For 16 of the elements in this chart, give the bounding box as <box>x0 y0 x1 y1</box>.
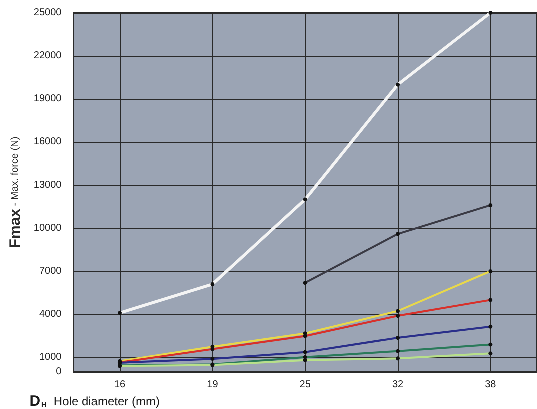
y-tick-label: 7000 <box>39 266 62 277</box>
y-axis-title: Fmax - Max. force (N) <box>7 136 24 248</box>
x-tick-label: 25 <box>300 380 312 390</box>
y-tick-label: 1000 <box>39 352 62 364</box>
x-tick-label: 16 <box>114 380 126 390</box>
y-tick-label: 0 <box>56 366 62 378</box>
x-tick-label: 38 <box>485 380 497 390</box>
y-tick-label: 25000 <box>34 8 62 18</box>
y-tick-label: 16000 <box>34 136 62 148</box>
y-tick-label: 10000 <box>34 222 62 234</box>
y-tick-label: 13000 <box>34 180 62 191</box>
y-tick-label: 4000 <box>39 309 62 320</box>
y-tick-label: 22000 <box>34 50 62 62</box>
x-tick-label: 19 <box>207 380 219 390</box>
x-tick-label: 32 <box>392 380 404 390</box>
y-tick-label: 19000 <box>34 94 62 105</box>
